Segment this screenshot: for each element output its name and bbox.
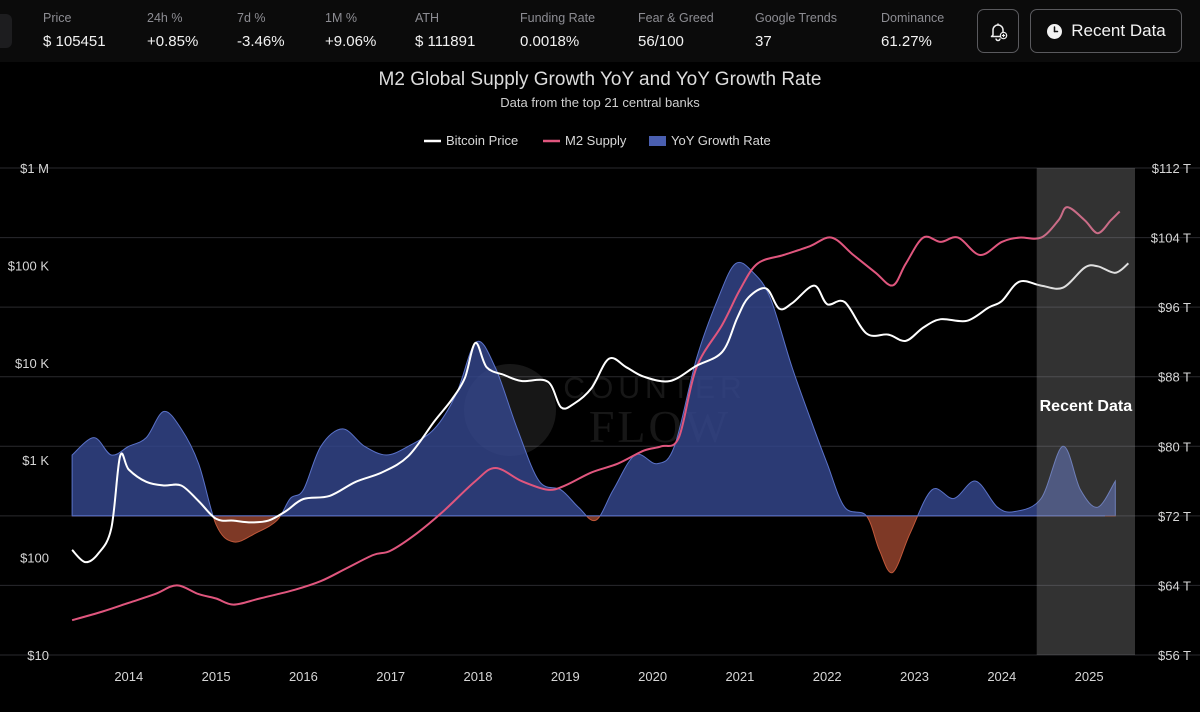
stat-7d: 7d % -3.46% (237, 11, 285, 50)
recent-data-region: Recent Data (1036, 168, 1135, 655)
stat-value: $ 111891 (415, 33, 476, 50)
left-tick-label: $1 K (22, 453, 49, 468)
stat-funding-rate: Funding Rate 0.0018% (520, 11, 595, 50)
x-tick-label: 2018 (464, 669, 493, 684)
stat-value: 0.0018% (520, 33, 580, 50)
x-tick-label: 2025 (1075, 669, 1104, 684)
stat-value: +0.85% (147, 33, 199, 50)
stat-google-trends: Google Trends 37 (755, 11, 837, 50)
m2-supply-line (71, 206, 1121, 622)
legend-label-bitcoin[interactable]: Bitcoin Price (446, 133, 518, 148)
stat-label: Fear & Greed (638, 11, 714, 25)
legend-swatch-yoy (649, 136, 666, 146)
stat-label: 24h % (147, 11, 183, 25)
m2-chart: M2 Global Supply Growth YoY and YoY Grow… (0, 62, 1200, 712)
x-axis: 2014 2015 2016 2017 2018 2019 2020 2021 2022 2023… (114, 669, 1103, 684)
x-tick-label: 2022 (813, 669, 842, 684)
left-tick-label: $100 (20, 551, 49, 566)
alert-bell-button[interactable] (977, 9, 1019, 53)
x-tick-label: 2019 (551, 669, 580, 684)
left-tick-label: $10 K (15, 356, 49, 371)
right-tick-label: $88 T (1158, 370, 1191, 385)
left-tick-label: $100 K (8, 258, 50, 273)
right-axis: $112 T $104 T $96 T $88 T $80 T $72 T $64 T $56… (1151, 161, 1191, 663)
stat-dominance: Dominance 61.27% (881, 11, 944, 50)
right-tick-label: $56 T (1158, 648, 1191, 663)
right-tick-label: $112 T (1152, 161, 1191, 176)
stat-price: Price $ 105451 (43, 11, 106, 50)
bitcoin-price-line (71, 262, 1130, 564)
stat-1m: 1M % +9.06% (325, 11, 376, 50)
stat-label: Price (43, 11, 72, 25)
recent-data-label: Recent Data (1040, 398, 1133, 415)
x-tick-label: 2021 (725, 669, 754, 684)
x-tick-label: 2017 (376, 669, 405, 684)
stat-value: 37 (755, 33, 772, 50)
right-tick-label: $104 T (1151, 231, 1191, 246)
chart-title: M2 Global Supply Growth YoY and YoY Grow… (379, 69, 822, 90)
sidebar-toggle[interactable] (0, 14, 12, 48)
stat-label: ATH (415, 11, 440, 25)
yoy-area-positive (71, 261, 1116, 516)
yoy-area-negative (71, 515, 1116, 574)
stat-value: 56/100 (638, 33, 684, 50)
series-lines (71, 206, 1130, 622)
stat-label: Google Trends (755, 11, 837, 25)
left-tick-label: $10 (27, 648, 49, 663)
right-tick-label: $80 T (1158, 439, 1191, 454)
stat-24h: 24h % +0.85% (147, 11, 198, 50)
stat-label: Funding Rate (520, 11, 596, 25)
bell-plus-icon (990, 23, 1008, 42)
market-stats-bar: Price $ 105451 24h % +0.85% 7d % -3.46% 1M … (0, 0, 1200, 63)
right-tick-label: $72 T (1158, 509, 1191, 524)
x-tick-label: 2020 (638, 669, 667, 684)
recent-data-button[interactable]: Recent Data (1030, 9, 1182, 53)
x-tick-label: 2015 (202, 669, 231, 684)
legend-label-yoy[interactable]: YoY Growth Rate (671, 133, 771, 148)
stat-fear-greed: Fear & Greed 56/100 (638, 11, 714, 50)
recent-data-shade (1036, 168, 1135, 655)
x-tick-label: 2016 (289, 669, 318, 684)
clock-icon (1047, 23, 1063, 39)
chart-subtitle: Data from the top 21 central banks (500, 95, 700, 110)
legend-label-m2[interactable]: M2 Supply (565, 133, 627, 148)
stat-label: 7d % (237, 11, 266, 25)
stat-label: 1M % (325, 11, 357, 25)
chart-background (0, 62, 1200, 712)
x-tick-label: 2024 (987, 669, 1016, 684)
left-axis: $1 M $100 K $10 K $1 K $100 $10 (8, 161, 50, 663)
x-tick-label: 2023 (900, 669, 929, 684)
stat-value: $ 105451 (43, 33, 106, 50)
x-tick-label: 2014 (114, 669, 143, 684)
left-tick-label: $1 M (20, 161, 49, 176)
chart-legend: Bitcoin Price M2 Supply YoY Growth Rate (424, 133, 771, 148)
stat-value: -3.46% (237, 33, 285, 50)
stat-value: 61.27% (881, 33, 932, 50)
right-tick-label: $96 T (1158, 300, 1191, 315)
stat-value: +9.06% (325, 33, 377, 50)
stat-ath: ATH $ 111891 (415, 11, 475, 50)
recent-data-label: Recent Data (1071, 21, 1166, 40)
yoy-growth-area (71, 261, 1116, 574)
right-tick-label: $64 T (1158, 578, 1191, 593)
stat-label: Dominance (881, 11, 945, 25)
